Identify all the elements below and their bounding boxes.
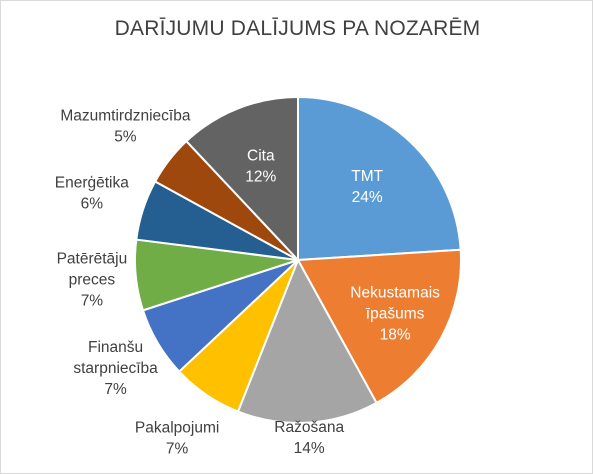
slice-category: starpniecība xyxy=(73,360,158,377)
slice-category: Pakalpojumi xyxy=(135,420,219,437)
slice-percent: 7% xyxy=(166,441,189,458)
slice-category: īpašums xyxy=(366,305,425,322)
chart-title: DARĪJUMU DALĪJUMS PA NOZARĒM xyxy=(114,17,481,40)
data-label-mazumtirdznieciba: Mazumtirdzniecība 5% xyxy=(60,108,190,146)
data-label-nekustamais-ipasums: Nekustamais īpašums 18% xyxy=(350,284,440,343)
slice-category: Enerģētika xyxy=(55,175,129,192)
slice-percent: 6% xyxy=(81,196,104,213)
slice-percent: 18% xyxy=(380,326,411,343)
slice-percent: 7% xyxy=(104,381,127,398)
pie-slice-tmt xyxy=(297,95,462,262)
slice-percent: 24% xyxy=(352,189,383,206)
data-label-energetika: Enerģētika 6% xyxy=(55,175,129,213)
pie-slice-nekustamais-ipasums xyxy=(296,248,463,405)
data-label-razosana: Ražošana 14% xyxy=(274,419,344,457)
data-label-finansu-starpnieciba: Finanšu starpniecība 7% xyxy=(73,339,158,398)
data-label-tmt: TMT 24% xyxy=(351,168,383,206)
data-label-pateretaju-preces: Patērētāju preces 7% xyxy=(57,251,128,310)
slice-category: Patērētāju xyxy=(57,251,128,268)
pie-slice-cita xyxy=(185,95,299,263)
slice-percent: 12% xyxy=(245,169,276,186)
slice-percent: 7% xyxy=(81,293,104,310)
slice-category: TMT xyxy=(351,168,383,185)
slice-category: Nekustamais xyxy=(350,284,440,301)
pie-slice-razosana xyxy=(236,257,378,424)
data-label-cita: Cita 12% xyxy=(245,148,276,186)
slice-category: Cita xyxy=(247,148,275,165)
slice-category: preces xyxy=(69,272,116,289)
slice-percent: 14% xyxy=(294,440,325,457)
data-label-pakalpojumi: Pakalpojumi 7% xyxy=(135,420,219,458)
slice-category: Ražošana xyxy=(274,419,344,436)
slice-percent: 5% xyxy=(114,129,137,146)
slice-category: Finanšu xyxy=(88,339,143,356)
slice-category: Mazumtirdzniecība xyxy=(60,108,190,125)
